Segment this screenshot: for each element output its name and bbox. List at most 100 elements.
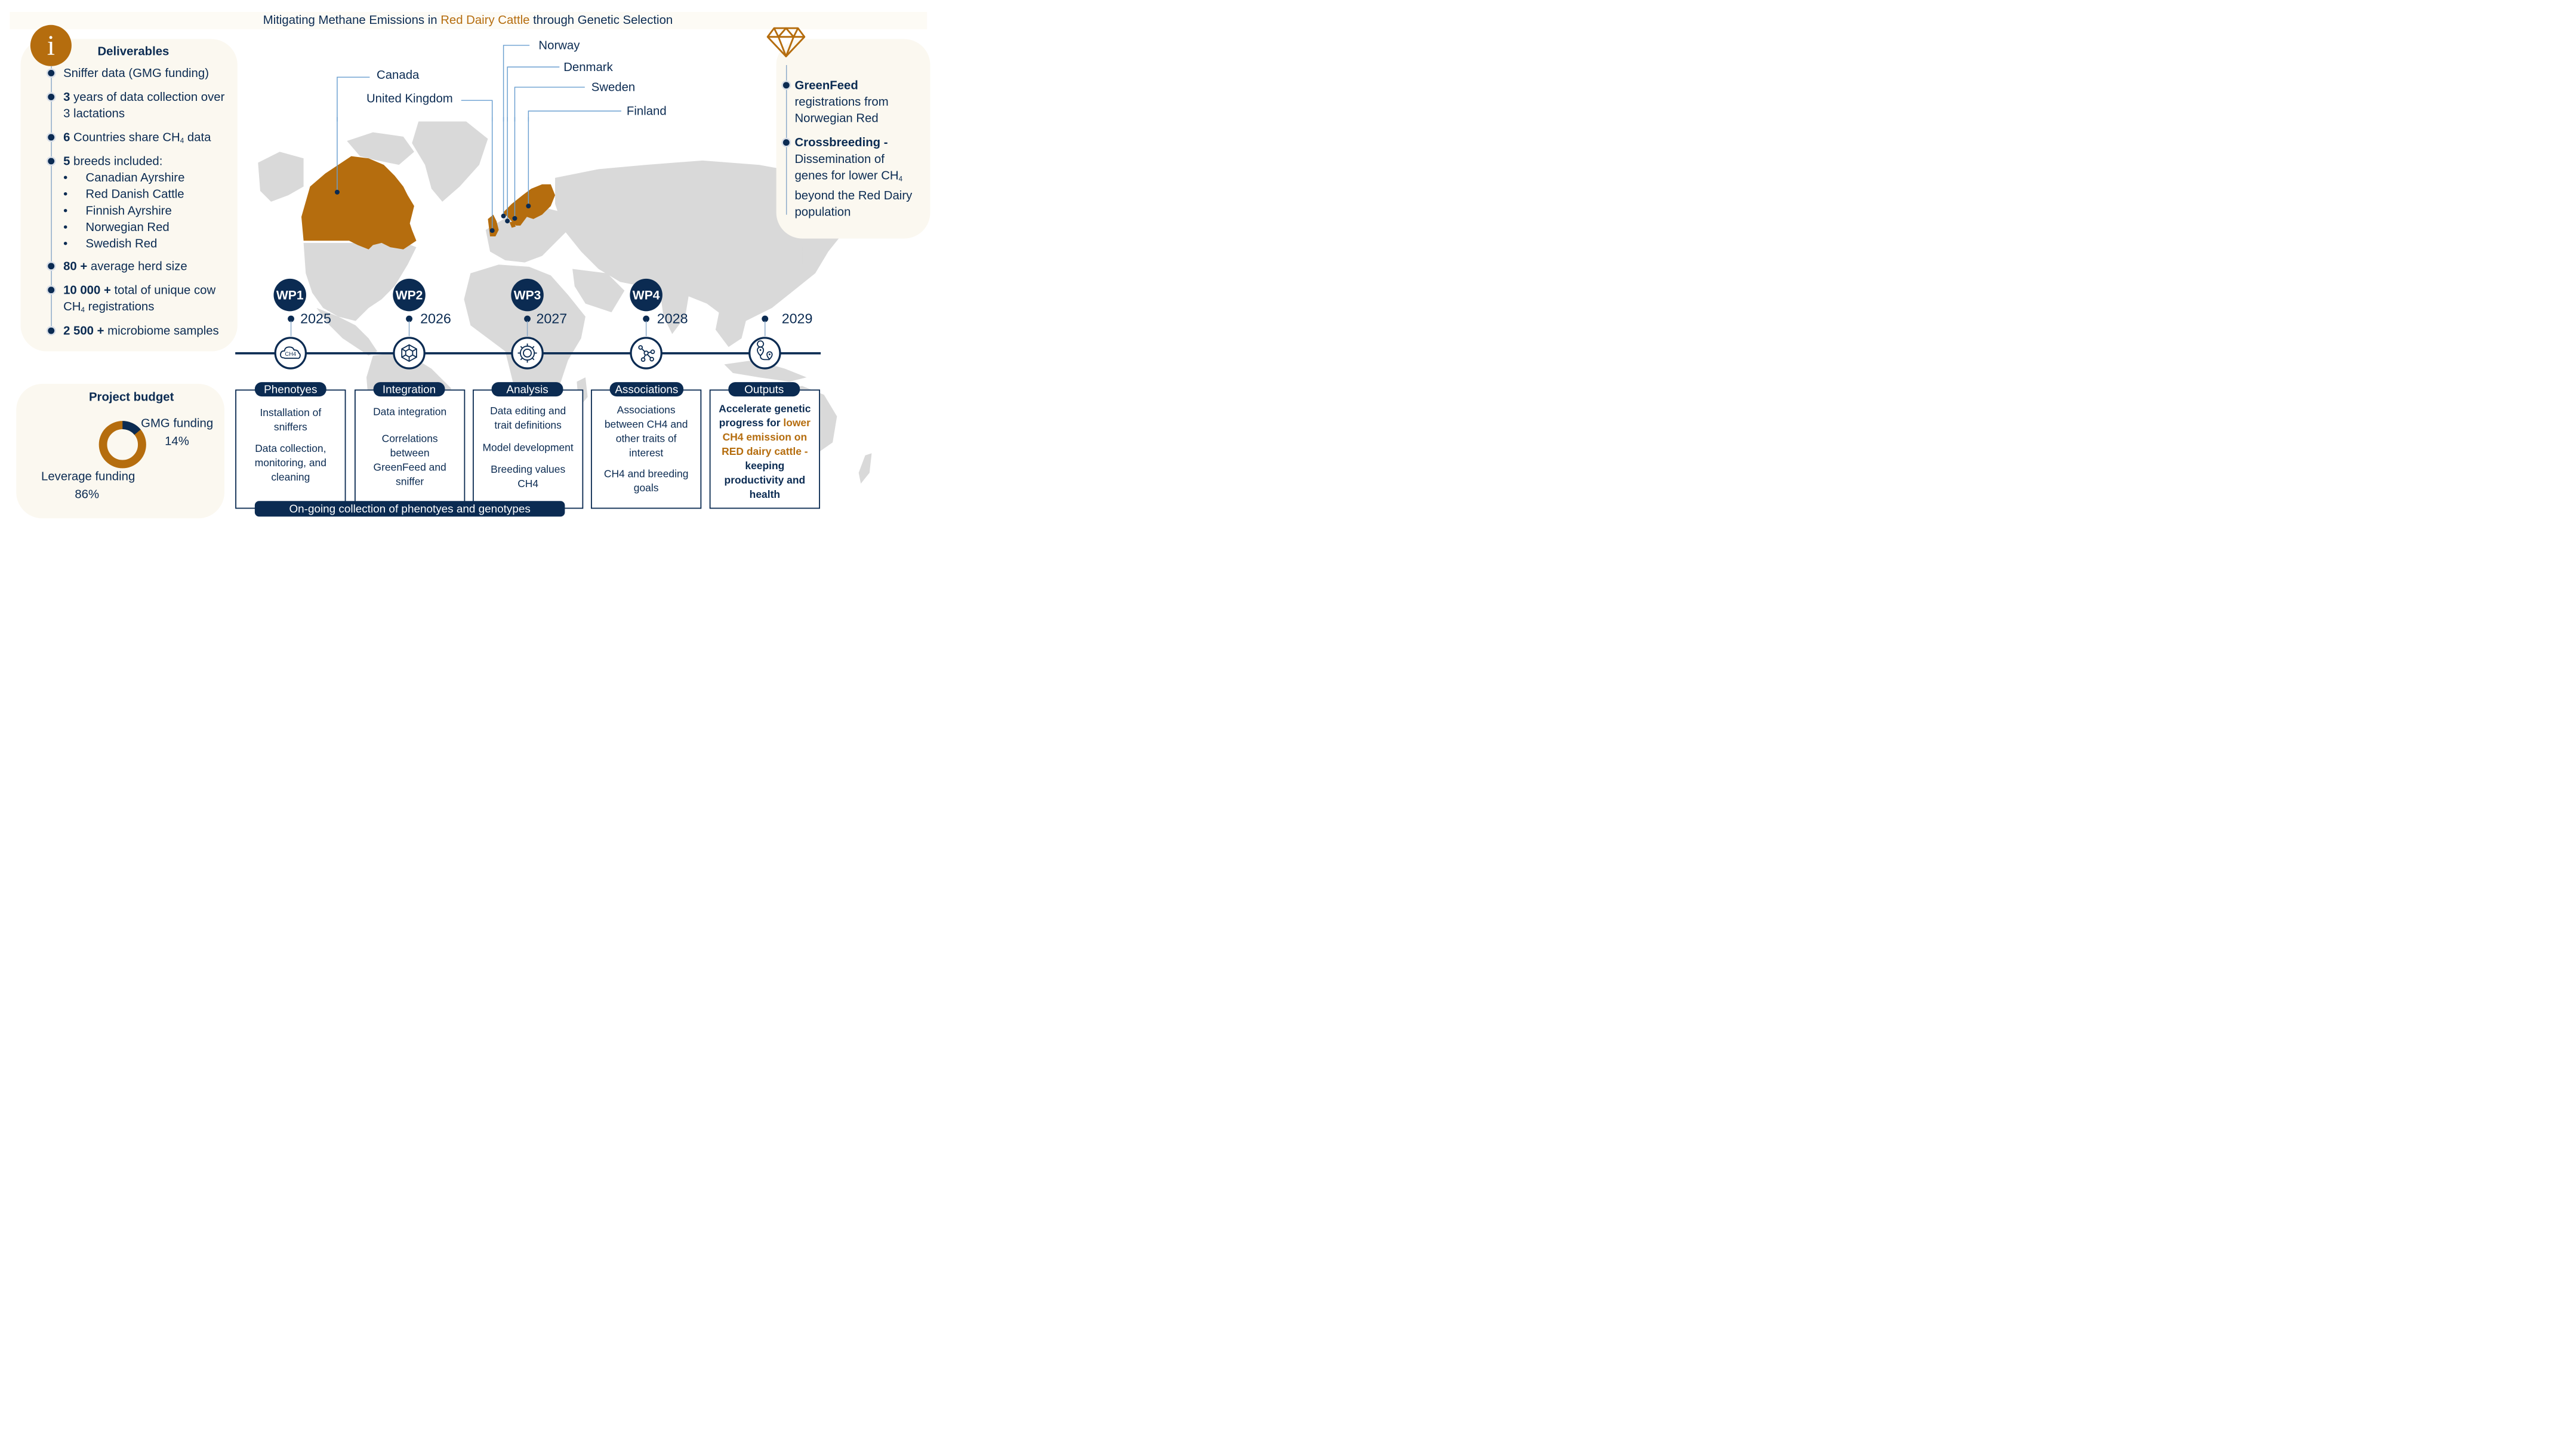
- bullet-dot: [48, 327, 55, 334]
- ongoing-collection-banner: On-going collection of phenotyes and gen…: [254, 501, 565, 517]
- title-prefix: Mitigating Methane Emissions in: [263, 13, 441, 27]
- page-title: Mitigating Methane Emissions in Red Dair…: [0, 13, 936, 27]
- deliverable-herd-size: 80 + average herd size: [63, 258, 187, 273]
- bullet-dot: [48, 287, 55, 294]
- route-icon: [757, 340, 773, 361]
- timeline-pin: [643, 315, 650, 322]
- timeline-pin: [288, 315, 294, 322]
- timeline-stem: [526, 321, 528, 337]
- bullet-dot: [48, 93, 55, 100]
- wp1-badge: WP1: [273, 278, 306, 312]
- gmg-funding-pct: 14%: [165, 433, 189, 448]
- finland-marker: [526, 204, 531, 209]
- map-indonesia: [724, 360, 807, 382]
- analysis-description: Data editing and trait definitions Model d…: [482, 405, 574, 490]
- analysis-tag: Analysis: [491, 382, 563, 397]
- outputs-tag: Outputs: [728, 382, 800, 397]
- map-arabia: [572, 269, 625, 313]
- phenotypes-description: Installation of sniffers Data collection, m…: [254, 407, 326, 484]
- association-icon: [638, 345, 655, 362]
- ch4-cloud-icon: CH4: [280, 346, 301, 359]
- breed-item: • Norwegian Red: [63, 220, 170, 234]
- finland-callout-line: [528, 117, 529, 207]
- deliverable-microbiome: 2 500 + microbiome samples: [63, 324, 219, 337]
- outputs-description: Accelerate genetic progress for lower CH…: [719, 403, 811, 501]
- deliverable-countries: 6 Countries share CH4 data: [63, 130, 211, 144]
- bullet-dot: [782, 139, 790, 146]
- callout-lines-upper: [337, 45, 621, 122]
- country-label-united-kingdom: United Kingdom: [366, 91, 453, 105]
- wp2-badge: WP2: [393, 278, 426, 312]
- year-2028: 2028: [657, 310, 688, 327]
- deliverable-sniffer: Sniffer data (GMG funding): [63, 66, 209, 80]
- integration-node: [393, 337, 426, 370]
- integration-tag: Integration: [373, 382, 445, 397]
- year-2025: 2025: [300, 310, 331, 327]
- bullet-dot: [48, 158, 55, 165]
- integration-box: [354, 389, 466, 509]
- analysis-box: [472, 389, 584, 509]
- info-icon: i: [30, 24, 72, 66]
- deliverable-breeds: 5 breeds included:: [63, 153, 163, 168]
- timeline-pin: [524, 315, 531, 322]
- deliverables-panel: [20, 39, 238, 352]
- title-suffix: through Genetic Selection: [529, 13, 673, 27]
- breed-item: • Swedish Red: [63, 236, 158, 250]
- canada-callout-line: [337, 117, 338, 192]
- country-label-sweden: Sweden: [591, 80, 636, 94]
- network-icon: [401, 344, 417, 362]
- greenfeed-item: GreenFeed registrations from Norwegian Red: [794, 78, 889, 125]
- leverage-funding-label: Leverage funding: [41, 469, 135, 484]
- associations-description: Associations between CH4 and other traits …: [603, 404, 689, 494]
- analysis-node: [511, 337, 544, 370]
- budget-donut: [98, 421, 146, 469]
- map-southeast-asia: [715, 307, 746, 347]
- outputs-node: [748, 337, 781, 370]
- bullet-dot: [48, 134, 55, 141]
- bullet-dot: [782, 82, 790, 89]
- leverage-funding-pct: 86%: [75, 487, 100, 501]
- wp4-badge: WP4: [630, 278, 663, 312]
- map-usa: [303, 242, 417, 321]
- map-denmark: [509, 221, 516, 228]
- outputs-box: [709, 389, 821, 509]
- uk-callout-line: [491, 117, 493, 231]
- sweden-marker: [512, 216, 517, 221]
- deliverables-heading: Deliverables: [97, 44, 170, 58]
- map-india: [659, 286, 690, 334]
- associations-node: [630, 337, 663, 370]
- country-label-canada: Canada: [377, 67, 420, 82]
- diamond-icon: [766, 27, 806, 57]
- country-label-finland: Finland: [626, 104, 667, 118]
- bullet-dot: [48, 263, 55, 270]
- breed-item: • Canadian Ayrshire: [63, 170, 185, 184]
- svg-text:CH4: CH4: [285, 351, 296, 358]
- timeline-pin: [762, 315, 769, 322]
- norway-marker: [501, 213, 506, 218]
- associations-tag: Associations: [609, 382, 684, 397]
- timeline-pin: [406, 315, 412, 322]
- year-2027: 2027: [536, 310, 568, 327]
- title-highlight: Red Dairy Cattle: [440, 13, 530, 27]
- uk-marker: [489, 228, 495, 233]
- bullet-dot: [48, 69, 55, 76]
- country-label-denmark: Denmark: [563, 60, 613, 74]
- gmg-funding-label: GMG funding: [141, 415, 214, 430]
- phenotypes-tag: Phenotyes: [254, 382, 326, 397]
- breed-item: • Red Danish Cattle: [63, 187, 184, 201]
- map-new-zealand: [858, 453, 872, 484]
- map-arctic-islands: [347, 132, 414, 165]
- map-greenland: [412, 121, 488, 202]
- year-2026: 2026: [420, 310, 451, 327]
- donut-slice-gmg: [122, 421, 141, 435]
- budget-heading: Project budget: [88, 390, 174, 404]
- title-band: [10, 11, 928, 30]
- country-label-norway: Norway: [538, 38, 580, 52]
- deliverable-registrations: 10 000 + total of unique cow CH4 registra…: [63, 282, 216, 314]
- map-alaska: [258, 152, 304, 202]
- canada-marker: [334, 189, 340, 195]
- map-canada: [301, 156, 417, 250]
- breed-list: • Canadian Ayrshire • Red Danish Cattle • F…: [63, 169, 184, 251]
- denmark-marker: [505, 218, 510, 224]
- budget-panel: [16, 384, 225, 519]
